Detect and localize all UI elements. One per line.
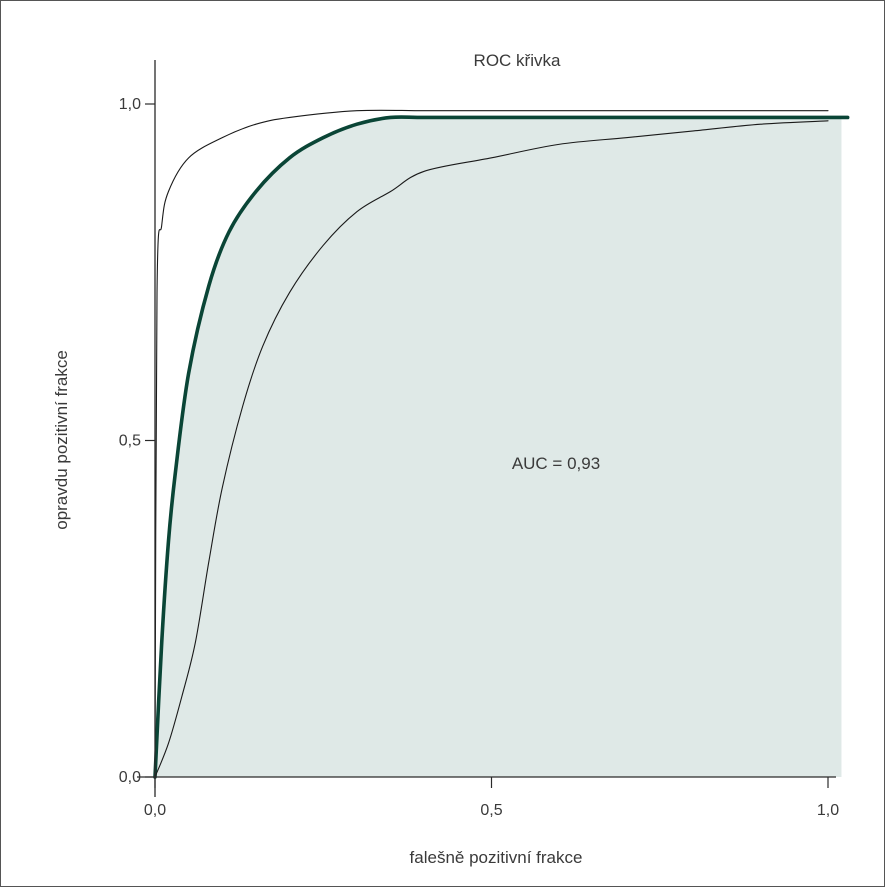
- series-layer: [153, 109, 850, 779]
- text-layer: ROC křivka AUC = 0,93 falešně pozitivní …: [52, 51, 839, 867]
- x-tick-label: 1,0: [817, 802, 839, 819]
- x-tick-label: 0,5: [480, 802, 502, 819]
- roc-curve-lower: [154, 120, 829, 778]
- auc-fill-layer: [155, 116, 848, 777]
- x-axis-title: falešně pozitivní frakce: [410, 848, 583, 867]
- auc-shaded-area: [155, 116, 848, 777]
- roc-curve-main: [153, 115, 850, 779]
- y-tick-label: 1,0: [119, 96, 141, 113]
- axis-layer: [137, 60, 836, 797]
- chart-title: ROC křivka: [474, 51, 561, 70]
- x-tick-label: 0,0: [144, 802, 166, 819]
- auc-annotation: AUC = 0,93: [512, 454, 600, 473]
- y-tick-label: 0,5: [119, 433, 141, 450]
- y-axis-title: opravdu pozitivní frakce: [52, 350, 71, 530]
- roc-curve-upper: [154, 109, 829, 778]
- y-tick-label: 0,0: [119, 769, 141, 786]
